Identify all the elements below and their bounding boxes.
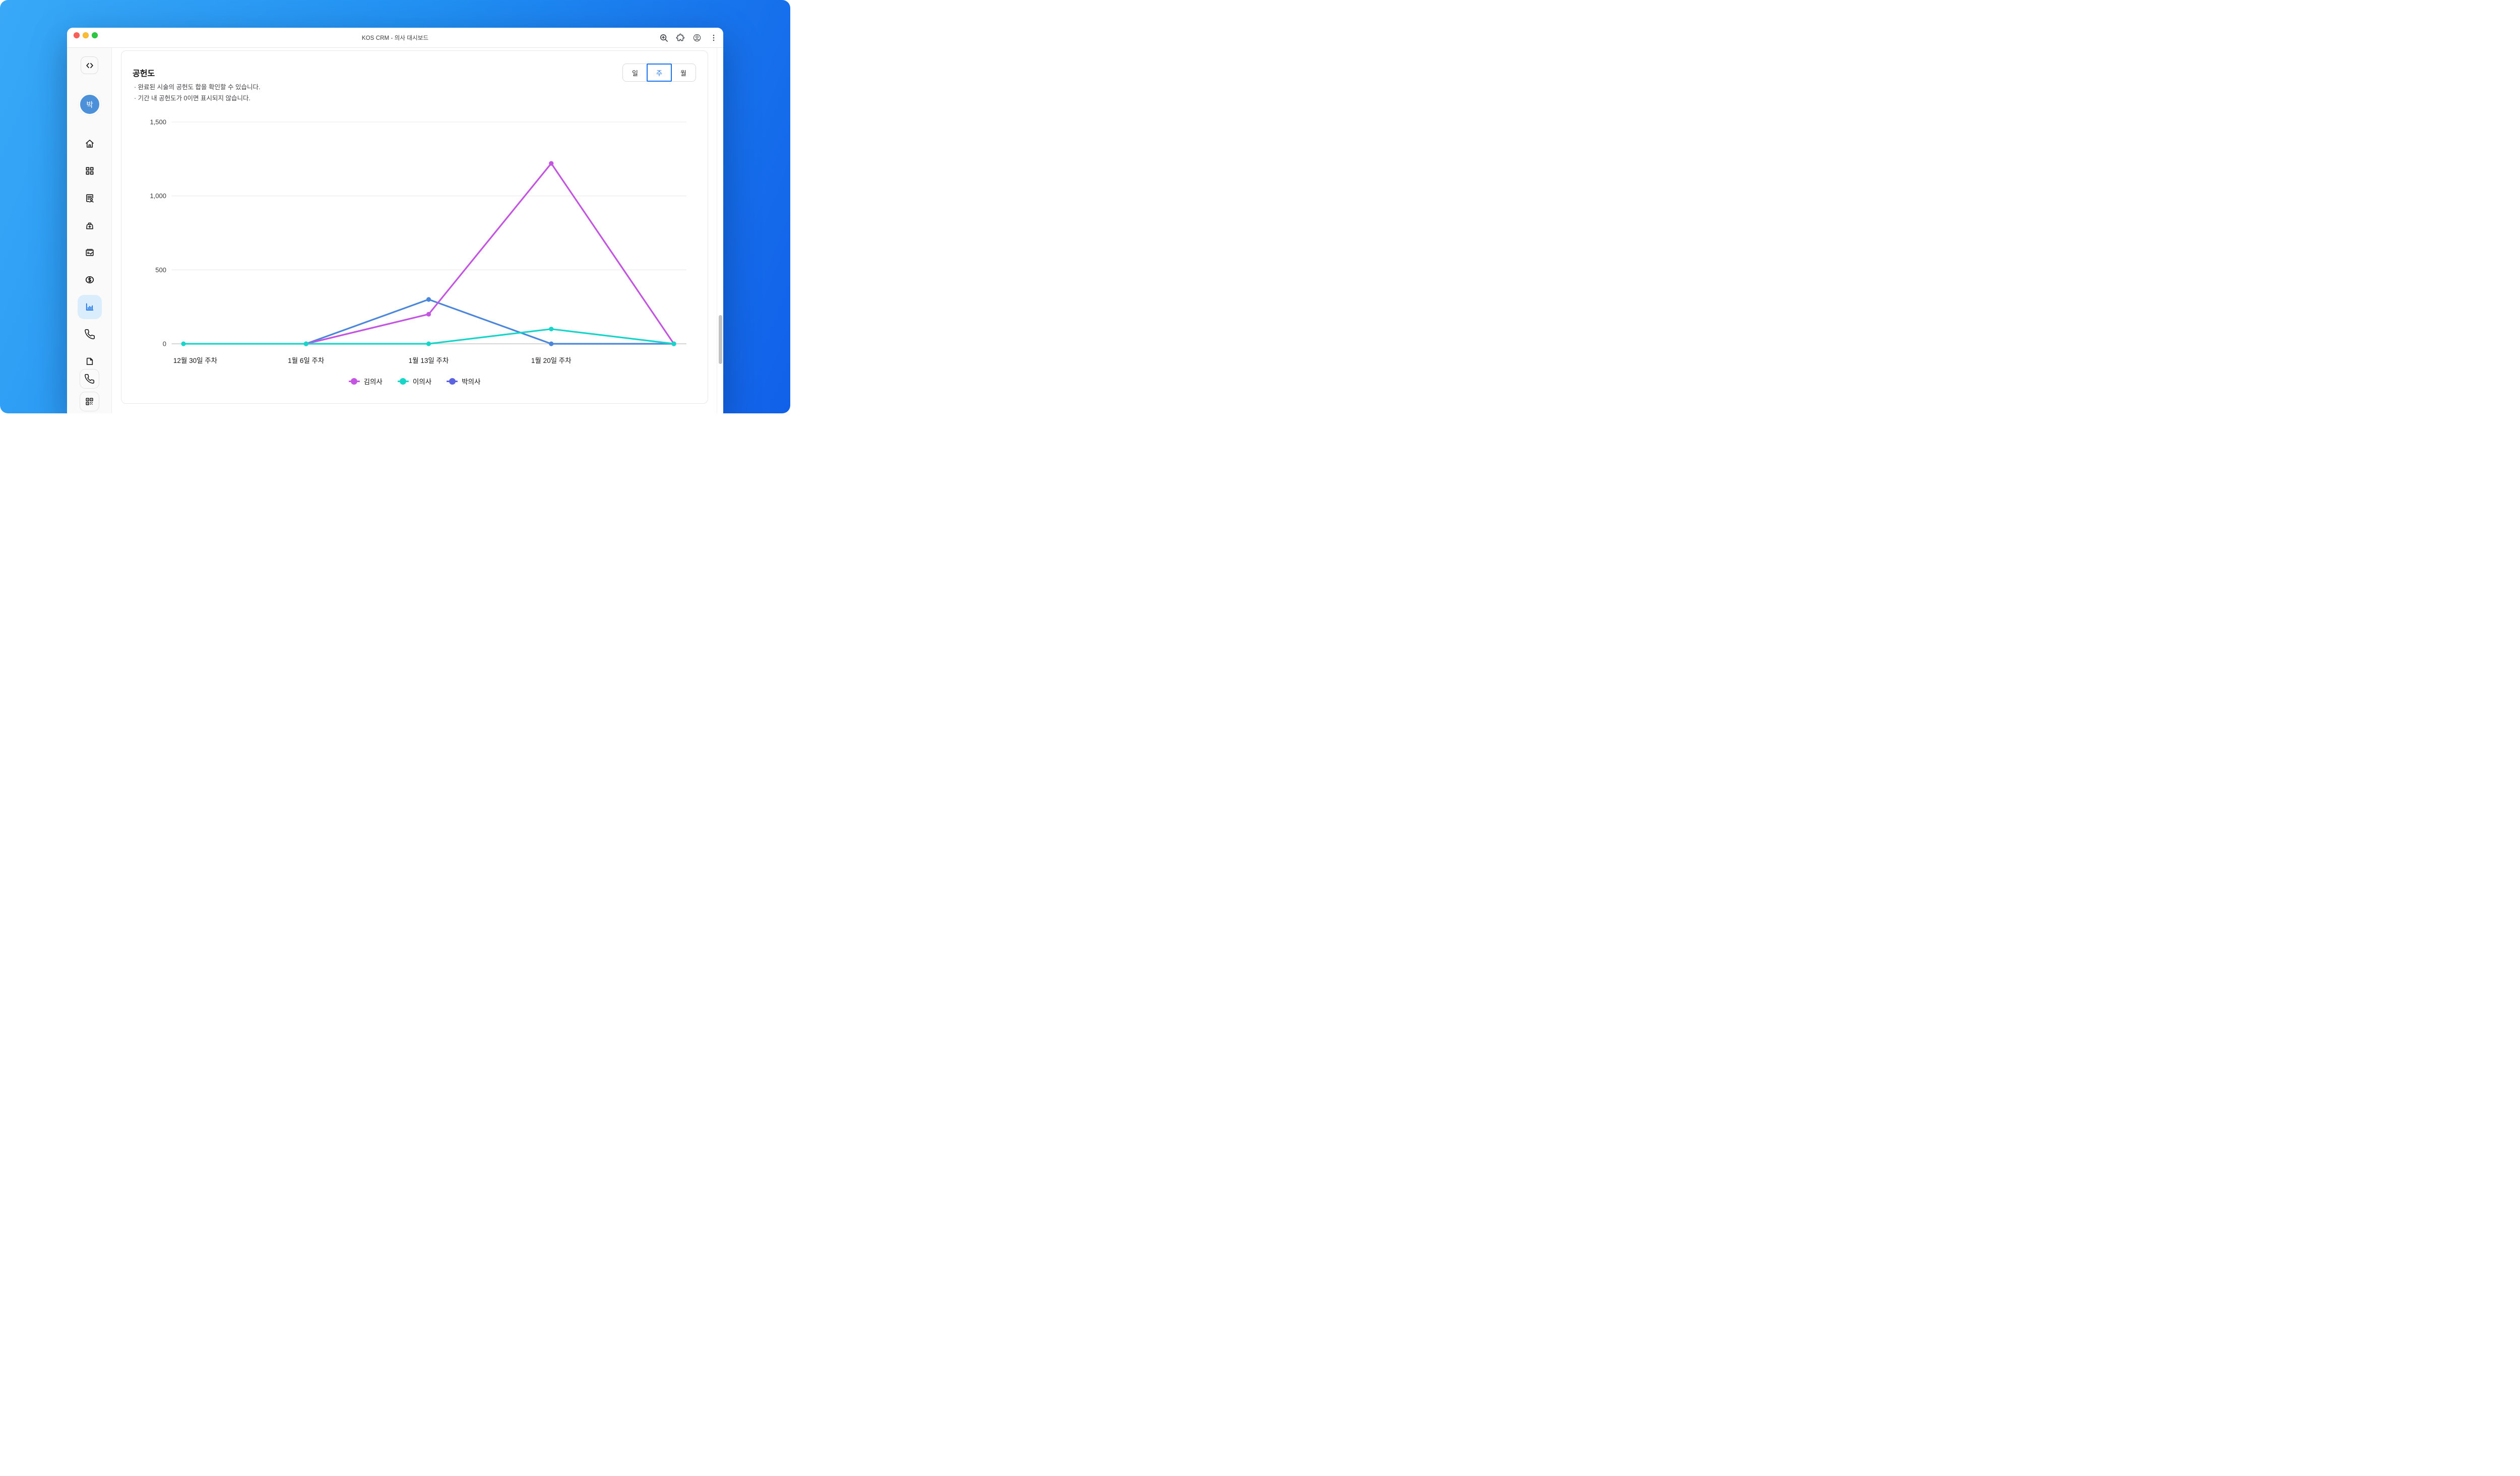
maximize-button[interactable] [92,32,98,38]
contribution-card: 공헌도 · 완료된 시술의 공헌도 합을 확인할 수 있습니다. · 기간 내 … [121,50,708,404]
line-chart: 0 500 1,000 1,500 12월 30일 주차 1월 6일 주차 1월 13일 주… [150,118,686,364]
data-point-박의사 [426,297,431,302]
minimize-button[interactable] [83,32,89,38]
scrollbar-thumb[interactable] [719,315,722,364]
sidebar-item-patient-record[interactable] [67,184,112,212]
legend-label: 이의사 [412,378,432,386]
profile-icon[interactable] [692,33,702,42]
page-title: 공헌도 [133,70,155,78]
data-point-박의사 [549,341,554,346]
avatar[interactable]: 박 [79,93,101,115]
window-titlebar: KOS CRM - 의사 대시보드 [67,28,723,48]
browser-window: KOS CRM - 의사 대시보드 박 공헌도 · 완료된 시술의 공헌도 합을… [67,28,723,413]
home-icon [85,140,94,148]
zoom-in-icon[interactable] [659,33,668,42]
y-tick-label: 1,500 [150,118,166,126]
data-point-이의사 [181,341,186,346]
sidebar-item-dollar[interactable] [67,266,112,293]
legend-item-박의사[interactable]: 박의사 [447,376,480,386]
phone-icon [85,374,95,384]
sidebar-nav [67,130,112,375]
desktop-background: KOS CRM - 의사 대시보드 박 공헌도 · 완료된 시술의 공헌도 합을… [0,0,790,413]
sidebar-item-bar-chart[interactable] [67,293,112,321]
qr-icon [86,398,93,405]
sidebar: 박 [67,48,112,413]
legend-item-김의사[interactable]: 김의사 [348,376,383,386]
dollar-icon [85,276,94,284]
period-button-월[interactable]: 월 [671,64,696,81]
sidebar-item-page[interactable] [67,348,112,375]
kebab-menu-icon[interactable] [709,33,718,42]
note-line: · 완료된 시술의 공헌도 합을 확인할 수 있습니다. [134,84,261,91]
legend-label: 김의사 [363,378,383,386]
y-tick-label: 0 [163,340,166,348]
legend-marker [397,378,409,385]
grid-icon [85,167,94,175]
close-button[interactable] [74,32,80,38]
traffic-lights [74,32,98,38]
page-icon [86,357,93,365]
phone-call-button[interactable] [80,369,99,389]
main-content: 공헌도 · 완료된 시술의 공헌도 합을 확인할 수 있습니다. · 기간 내 … [112,48,723,413]
line-series-김의사 [305,162,675,345]
x-tick-label: 12월 30일 주차 [173,357,218,364]
data-point-이의사 [671,341,676,346]
data-point-이의사 [426,341,431,346]
x-tick-label: 1월 6일 주차 [288,357,325,364]
legend-marker [348,378,360,385]
sidebar-item-home[interactable] [67,130,112,157]
data-point-김의사 [426,312,431,317]
legend-label: 박의사 [462,378,481,386]
x-tick-label: 1월 13일 주차 [409,357,449,364]
sidebar-item-medical-bag[interactable] [67,212,112,239]
window-title: KOS CRM - 의사 대시보드 [361,35,429,41]
data-point-이의사 [303,341,308,346]
sidebar-item-phone[interactable] [67,321,112,348]
period-button-일[interactable]: 일 [623,64,647,81]
data-point-이의사 [549,327,554,332]
period-button-주-active[interactable]: 주 [647,64,672,82]
extensions-icon[interactable] [676,33,685,42]
calendar-check-icon [85,249,94,256]
sidebar-item-calendar-check[interactable] [67,239,112,266]
note-line: · 기간 내 공헌도가 0이면 표시되지 않습니다. [134,95,250,102]
sidebar-collapse-button[interactable] [81,56,98,74]
legend-marker [447,378,458,385]
patient-record-icon [86,194,94,203]
bar-chart-icon [86,303,93,311]
y-tick-label: 500 [155,266,166,274]
sidebar-item-grid[interactable] [67,157,112,184]
window-body: 박 공헌도 · 완료된 시술의 공헌도 합을 확인할 수 있습니다. · 기간 … [67,48,723,413]
y-tick-label: 1,000 [150,192,166,200]
legend-item-이의사[interactable]: 이의사 [397,376,432,386]
x-tick-label: 1월 20일 주차 [531,357,572,364]
qr-code-button[interactable] [80,392,99,411]
line-series-박의사 [305,298,675,345]
medical-bag-icon [86,222,93,229]
phone-icon [84,329,95,339]
titlebar-actions [659,28,718,48]
chart-legend: 김의사 이의사 박의사 [121,376,708,386]
data-point-김의사 [549,161,554,166]
